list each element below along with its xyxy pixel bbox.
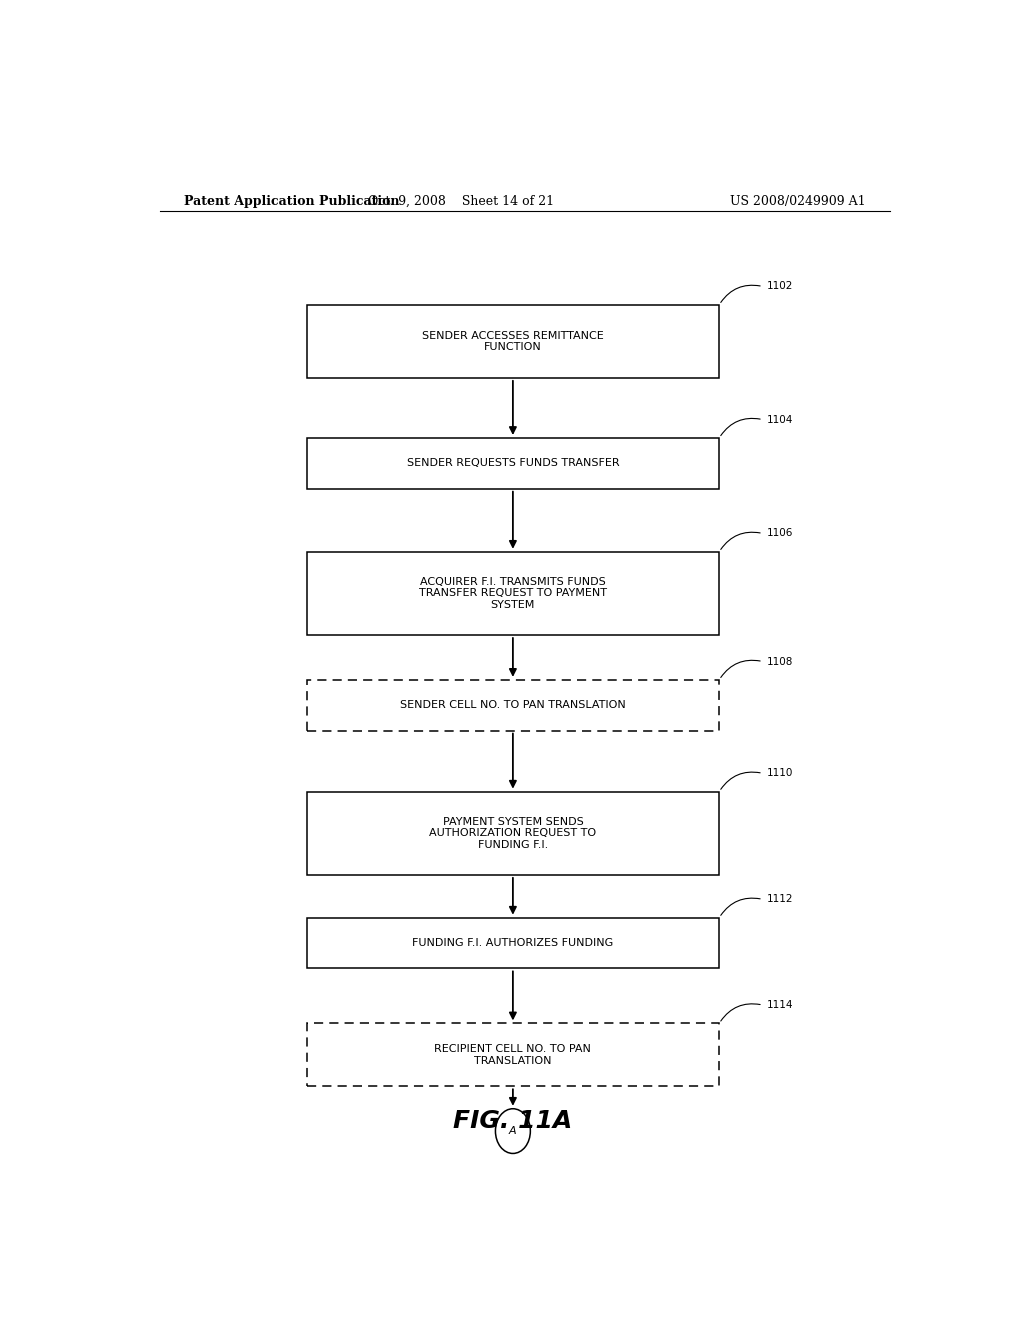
Text: PAYMENT SYSTEM SENDS
AUTHORIZATION REQUEST TO
FUNDING F.I.: PAYMENT SYSTEM SENDS AUTHORIZATION REQUE… [429,817,596,850]
Text: 1112: 1112 [767,895,794,904]
Text: RECIPIENT CELL NO. TO PAN
TRANSLATION: RECIPIENT CELL NO. TO PAN TRANSLATION [434,1044,591,1065]
Text: SENDER ACCESSES REMITTANCE
FUNCTION: SENDER ACCESSES REMITTANCE FUNCTION [422,330,604,352]
Text: US 2008/0249909 A1: US 2008/0249909 A1 [730,194,866,207]
Bar [306,305,719,378]
Bar [306,552,719,635]
Text: ACQUIRER F.I. TRANSMITS FUNDS
TRANSFER REQUEST TO PAYMENT
SYSTEM: ACQUIRER F.I. TRANSMITS FUNDS TRANSFER R… [419,577,607,610]
Text: Patent Application Publication: Patent Application Publication [183,194,399,207]
Bar [306,680,719,731]
Text: Oct. 9, 2008    Sheet 14 of 21: Oct. 9, 2008 Sheet 14 of 21 [369,194,554,207]
Text: 1108: 1108 [767,656,794,667]
Text: 1110: 1110 [767,768,794,779]
Text: 1106: 1106 [767,528,794,539]
Text: 1104: 1104 [767,414,794,425]
Text: 1114: 1114 [767,1001,794,1010]
Text: SENDER CELL NO. TO PAN TRANSLATION: SENDER CELL NO. TO PAN TRANSLATION [400,700,626,710]
Text: FUNDING F.I. AUTHORIZES FUNDING: FUNDING F.I. AUTHORIZES FUNDING [413,939,613,948]
Bar [306,792,719,875]
Text: SENDER REQUESTS FUNDS TRANSFER: SENDER REQUESTS FUNDS TRANSFER [407,458,620,469]
Bar [306,1023,719,1086]
Text: 1102: 1102 [767,281,794,292]
Bar [306,438,719,488]
Bar [306,917,719,969]
Text: A: A [509,1126,517,1137]
Text: FIG. 11A: FIG. 11A [454,1109,572,1133]
